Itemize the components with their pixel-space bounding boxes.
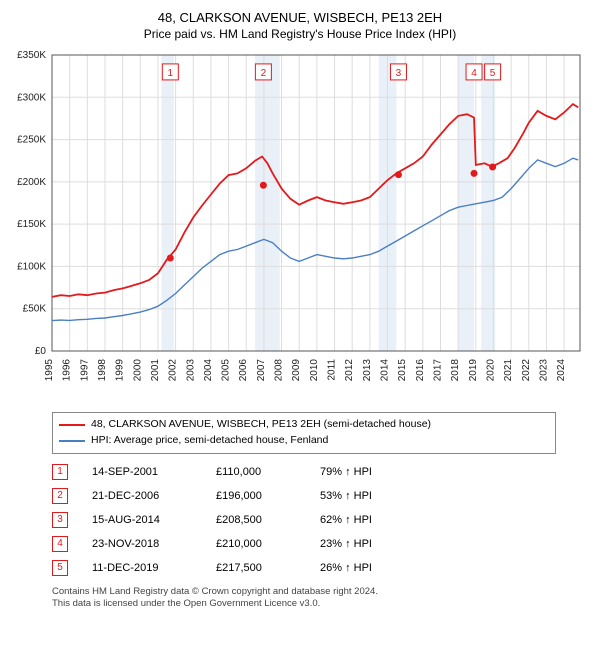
transaction-date: 11-DEC-2019 xyxy=(92,562,192,574)
svg-text:1995: 1995 xyxy=(44,359,55,382)
svg-text:2018: 2018 xyxy=(450,359,461,382)
legend-label: 48, CLARKSON AVENUE, WISBECH, PE13 2EH (… xyxy=(91,417,431,433)
transaction-badge: 2 xyxy=(52,488,68,504)
transaction-hpi: 62% ↑ HPI xyxy=(320,514,400,526)
price-chart: £0 £50K £100K £150K £200K £250K £300K £350K 1995… xyxy=(8,49,592,404)
svg-text:2003: 2003 xyxy=(185,359,196,382)
transaction-price: £217,500 xyxy=(216,562,296,574)
svg-text:1997: 1997 xyxy=(79,359,90,382)
svg-text:2011: 2011 xyxy=(327,359,338,381)
svg-text:3: 3 xyxy=(396,68,402,79)
footer-line-1: Contains HM Land Registry data © Crown c… xyxy=(52,586,556,598)
svg-text:2008: 2008 xyxy=(274,359,285,382)
svg-text:2007: 2007 xyxy=(256,359,267,382)
svg-text:2: 2 xyxy=(261,68,267,79)
transaction-price: £196,000 xyxy=(216,490,296,502)
transaction-badge: 3 xyxy=(52,512,68,528)
legend: 48, CLARKSON AVENUE, WISBECH, PE13 2EH (… xyxy=(52,412,556,454)
svg-text:2020: 2020 xyxy=(485,359,496,382)
transaction-price: £208,500 xyxy=(216,514,296,526)
transaction-price: £110,000 xyxy=(216,466,296,478)
svg-text:1998: 1998 xyxy=(97,359,108,382)
svg-text:£0: £0 xyxy=(35,346,47,357)
legend-item: 48, CLARKSON AVENUE, WISBECH, PE13 2EH (… xyxy=(59,417,549,433)
svg-text:2014: 2014 xyxy=(380,359,391,382)
svg-text:2019: 2019 xyxy=(468,359,479,382)
svg-text:2000: 2000 xyxy=(132,359,143,382)
transaction-hpi: 23% ↑ HPI xyxy=(320,538,400,550)
footer-attribution: Contains HM Land Registry data © Crown c… xyxy=(52,586,556,611)
svg-text:1996: 1996 xyxy=(62,359,73,382)
transaction-price: £210,000 xyxy=(216,538,296,550)
transaction-badge: 4 xyxy=(52,536,68,552)
svg-text:£250K: £250K xyxy=(17,135,46,146)
transaction-badge: 1 xyxy=(52,464,68,480)
svg-text:2015: 2015 xyxy=(397,359,408,382)
svg-text:2016: 2016 xyxy=(415,359,426,382)
svg-text:5: 5 xyxy=(490,68,496,79)
legend-item: HPI: Average price, semi-detached house,… xyxy=(59,433,549,449)
legend-label: HPI: Average price, semi-detached house,… xyxy=(91,433,328,449)
svg-text:2001: 2001 xyxy=(150,359,161,382)
svg-text:2010: 2010 xyxy=(309,359,320,382)
svg-text:2021: 2021 xyxy=(503,359,514,382)
page-subtitle: Price paid vs. HM Land Registry's House … xyxy=(8,27,592,41)
svg-text:2005: 2005 xyxy=(221,359,232,382)
svg-text:£100K: £100K xyxy=(17,261,46,272)
svg-text:£150K: £150K xyxy=(17,219,46,230)
svg-text:2004: 2004 xyxy=(203,359,214,382)
transaction-row: 4 23-NOV-2018 £210,000 23% ↑ HPI xyxy=(52,532,556,556)
transaction-row: 1 14-SEP-2001 £110,000 79% ↑ HPI xyxy=(52,460,556,484)
transaction-hpi: 79% ↑ HPI xyxy=(320,466,400,478)
transaction-date: 21-DEC-2006 xyxy=(92,490,192,502)
svg-text:£350K: £350K xyxy=(17,50,46,61)
page-container: 48, CLARKSON AVENUE, WISBECH, PE13 2EH P… xyxy=(0,0,600,618)
footer-line-2: This data is licensed under the Open Gov… xyxy=(52,598,556,610)
transaction-badge: 5 xyxy=(52,560,68,576)
svg-text:2002: 2002 xyxy=(168,359,179,382)
svg-text:2022: 2022 xyxy=(521,359,532,382)
svg-text:2023: 2023 xyxy=(538,359,549,382)
svg-text:1999: 1999 xyxy=(115,359,126,382)
transaction-date: 23-NOV-2018 xyxy=(92,538,192,550)
legend-swatch xyxy=(59,440,85,442)
svg-text:1: 1 xyxy=(168,68,174,79)
transaction-hpi: 53% ↑ HPI xyxy=(320,490,400,502)
svg-text:2012: 2012 xyxy=(344,359,355,382)
svg-text:2009: 2009 xyxy=(291,359,302,382)
transaction-row: 5 11-DEC-2019 £217,500 26% ↑ HPI xyxy=(52,556,556,580)
svg-text:2013: 2013 xyxy=(362,359,373,382)
svg-text:4: 4 xyxy=(471,68,477,79)
legend-swatch xyxy=(59,424,85,426)
transaction-row: 2 21-DEC-2006 £196,000 53% ↑ HPI xyxy=(52,484,556,508)
transaction-row: 3 15-AUG-2014 £208,500 62% ↑ HPI xyxy=(52,508,556,532)
svg-text:£300K: £300K xyxy=(17,92,46,103)
svg-text:£200K: £200K xyxy=(17,177,46,188)
svg-text:2017: 2017 xyxy=(432,359,443,382)
transaction-date: 14-SEP-2001 xyxy=(92,466,192,478)
svg-text:£50K: £50K xyxy=(23,304,47,315)
transaction-date: 15-AUG-2014 xyxy=(92,514,192,526)
transactions-table: 1 14-SEP-2001 £110,000 79% ↑ HPI 2 21-DEC-200… xyxy=(52,460,556,580)
chart-svg: £0 £50K £100K £150K £200K £250K £300K £350K 1995… xyxy=(8,49,592,399)
svg-text:2006: 2006 xyxy=(238,359,249,382)
transaction-hpi: 26% ↑ HPI xyxy=(320,562,400,574)
page-title: 48, CLARKSON AVENUE, WISBECH, PE13 2EH xyxy=(8,10,592,25)
svg-text:2024: 2024 xyxy=(556,359,567,382)
